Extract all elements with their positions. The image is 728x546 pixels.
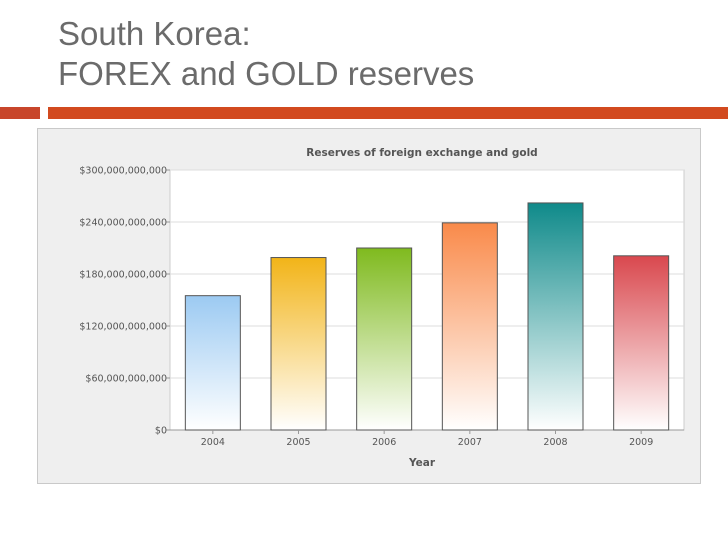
x-axis-ticks: 2004 2005 2006 2007 2008 2009: [201, 430, 653, 448]
title-rule-right: [48, 107, 728, 119]
slide-title-line-1: South Korea:: [58, 15, 251, 52]
title-rule-left: [0, 107, 40, 119]
bar-2004: [184, 295, 241, 431]
bar-2005: [270, 257, 327, 431]
x-tick-label: 2008: [543, 437, 567, 448]
y-tick-label: $180,000,000,000: [79, 270, 167, 281]
slide-title-line-2: FOREX and GOLD reserves: [58, 55, 475, 92]
chart-title: Reserves of foreign exchange and gold: [306, 147, 537, 159]
y-tick-label: $240,000,000,000: [79, 218, 167, 229]
slide-title: South Korea: FOREX and GOLD reserves: [58, 14, 474, 94]
bar-2008: [527, 202, 584, 431]
bars: [184, 202, 670, 431]
y-tick-label: $60,000,000,000: [85, 374, 167, 385]
x-axis-label: Year: [408, 457, 436, 469]
y-tick-label: $120,000,000,000: [79, 322, 167, 333]
bar-2007: [441, 222, 498, 431]
x-tick-label: 2007: [458, 437, 482, 448]
y-axis-ticks: $0 $60,000,000,000 $120,000,000,000 $180,00…: [79, 166, 170, 437]
plot-area: [169, 169, 685, 431]
x-tick-label: 2004: [201, 437, 225, 448]
x-tick-label: 2009: [629, 437, 653, 448]
bar-2006: [356, 247, 413, 431]
bar-2009: [613, 255, 670, 431]
x-tick-label: 2006: [372, 437, 396, 448]
grid-lines: [170, 169, 684, 431]
y-tick-label: $0: [155, 426, 167, 437]
x-tick-label: 2005: [286, 437, 310, 448]
y-tick-label: $300,000,000,000: [79, 166, 167, 177]
